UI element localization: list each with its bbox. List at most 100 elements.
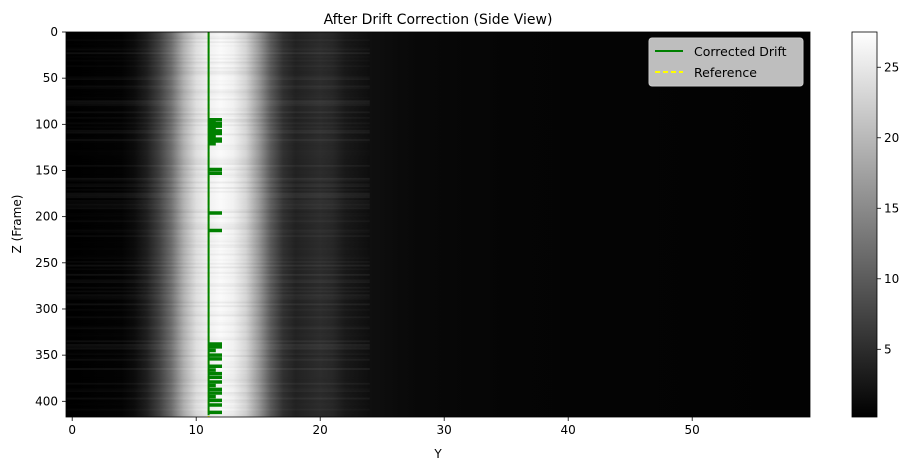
noise-row xyxy=(66,120,370,123)
noise-row xyxy=(66,67,370,69)
noise-row xyxy=(66,273,370,276)
noise-row xyxy=(66,397,370,400)
noise-row xyxy=(66,217,370,219)
y-tick-label: 200 xyxy=(35,210,58,224)
noise-row xyxy=(66,95,370,97)
y-tick-label: 400 xyxy=(35,394,58,408)
noise-row xyxy=(66,305,370,308)
legend-box xyxy=(648,37,804,87)
noise-row xyxy=(66,248,370,250)
noise-row xyxy=(66,177,370,180)
y-tick-label: 300 xyxy=(35,302,58,316)
noise-row xyxy=(66,180,370,182)
noise-row xyxy=(66,294,370,297)
noise-row xyxy=(66,291,370,293)
noise-row xyxy=(66,227,370,230)
noise-row xyxy=(66,198,370,200)
noise-row xyxy=(66,407,370,409)
noise-row xyxy=(66,370,370,372)
noise-row xyxy=(66,259,370,261)
noise-row xyxy=(66,49,370,51)
noise-row xyxy=(66,93,370,95)
noise-row xyxy=(66,37,370,40)
noise-row xyxy=(66,69,370,71)
noise-row xyxy=(66,163,370,165)
noise-row xyxy=(66,396,370,398)
noise-row xyxy=(66,209,370,211)
noise-row xyxy=(66,218,370,220)
noise-row xyxy=(66,45,370,47)
noise-row xyxy=(66,70,370,73)
noise-row xyxy=(66,322,370,324)
chart-title: After Drift Correction (Side View) xyxy=(324,12,553,28)
noise-row xyxy=(66,161,370,164)
noise-row xyxy=(66,252,370,254)
noise-row xyxy=(66,253,370,256)
noise-row xyxy=(66,190,370,193)
noise-row xyxy=(66,108,370,110)
noise-row xyxy=(66,300,370,302)
noise-row xyxy=(66,279,370,281)
noise-row xyxy=(66,241,370,243)
noise-row xyxy=(66,72,370,75)
noise-row xyxy=(66,222,370,224)
colorbar-tick-label: 20 xyxy=(884,131,899,145)
colorbar: 5 10 15 20 25 xyxy=(851,31,899,418)
noise-row xyxy=(66,351,370,353)
noise-row xyxy=(66,414,370,417)
y-tick-label: 150 xyxy=(35,163,58,177)
noise-row xyxy=(66,189,370,191)
noise-row xyxy=(66,176,370,178)
noise-row xyxy=(66,80,370,82)
x-tick-label: 20 xyxy=(313,423,328,437)
noise-row xyxy=(66,331,370,333)
noise-row xyxy=(66,333,370,335)
noise-row xyxy=(66,278,370,280)
noise-row xyxy=(66,263,370,265)
noise-row xyxy=(66,233,370,235)
noise-row xyxy=(66,243,370,245)
noise-row xyxy=(66,58,370,60)
x-tick-label: 10 xyxy=(189,423,204,437)
noise-row xyxy=(66,301,370,304)
colorbar-ticks: 5 10 15 20 25 xyxy=(877,60,899,356)
noise-row xyxy=(66,100,370,103)
noise-row xyxy=(66,215,370,217)
noise-row xyxy=(66,220,370,222)
legend-label-reference: Reference xyxy=(694,65,757,80)
noise-row xyxy=(66,65,370,67)
noise-row xyxy=(66,192,370,195)
y-tick-label: 250 xyxy=(35,256,58,270)
noise-row xyxy=(66,382,370,385)
noise-row xyxy=(66,36,370,38)
noise-row xyxy=(66,159,370,162)
noise-row xyxy=(66,206,370,208)
noise-row xyxy=(66,150,370,152)
noise-row xyxy=(66,239,370,241)
noise-row xyxy=(66,316,370,318)
legend: Corrected Drift Reference xyxy=(648,37,804,87)
noise-row xyxy=(66,329,370,331)
colorbar-tick-label: 5 xyxy=(884,342,892,356)
noise-row xyxy=(66,284,370,287)
noise-row xyxy=(66,272,370,274)
colorbar-tick-label: 15 xyxy=(884,201,899,215)
noise-row xyxy=(66,307,370,309)
noise-row xyxy=(66,314,370,317)
noise-row xyxy=(66,146,370,148)
noise-row xyxy=(66,106,370,108)
noise-row xyxy=(66,97,370,99)
noise-row xyxy=(66,78,370,80)
noise-row xyxy=(66,237,370,239)
noise-row xyxy=(66,324,370,326)
noise-row xyxy=(66,255,370,257)
corrected-drift-line xyxy=(207,32,222,416)
noise-row xyxy=(66,298,370,300)
noise-row xyxy=(66,235,370,237)
noise-row xyxy=(66,111,370,114)
noise-row xyxy=(66,207,370,210)
noise-row xyxy=(66,158,370,160)
noise-row xyxy=(66,244,370,247)
noise-row xyxy=(66,270,370,272)
